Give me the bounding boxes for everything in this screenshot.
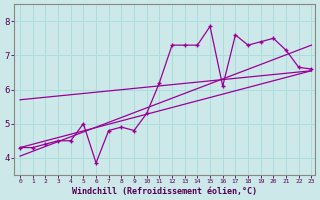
X-axis label: Windchill (Refroidissement éolien,°C): Windchill (Refroidissement éolien,°C) xyxy=(72,187,257,196)
